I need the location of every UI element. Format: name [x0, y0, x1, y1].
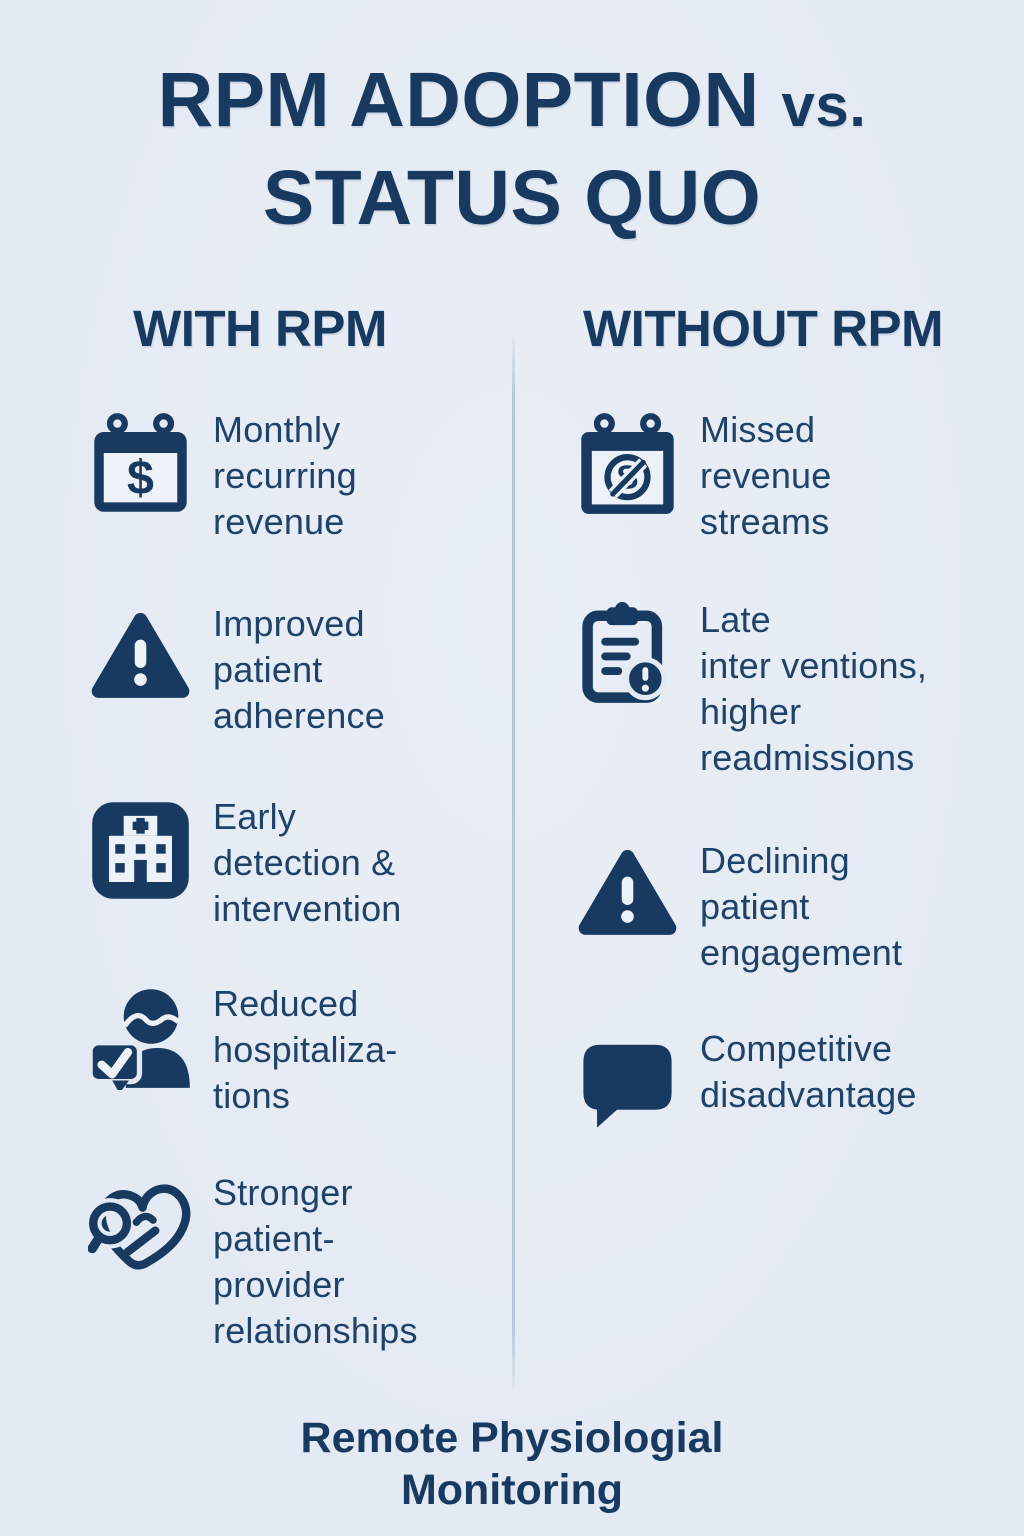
person-check-icon: [88, 985, 193, 1090]
item-label: Improved patient adherence: [213, 603, 385, 736]
warning-triangle-icon: [88, 605, 193, 710]
chat-bubble-icon: [575, 1030, 680, 1135]
heart-search-icon: [88, 1174, 193, 1279]
list-item-early-detection: Early detection & intervention: [88, 794, 402, 932]
item-label: Early detection & intervention: [213, 796, 402, 929]
column-header-without-rpm: WITHOUT RPM: [583, 300, 943, 357]
column-header-with-rpm: WITH RPM: [133, 300, 387, 357]
list-item-reduced-hospitalizations: Reduced hospitaliza- tions: [88, 981, 398, 1119]
calendar-no-dollar-icon: S: [575, 411, 680, 516]
item-label: Missed revenue streams: [700, 409, 832, 542]
hospital-icon: [88, 798, 193, 903]
title-line-1: RPM ADOPTION vs.: [157, 57, 867, 143]
title-line-2: STATUS QUO: [262, 155, 762, 241]
list-item-patient-provider-relationships: Stronger patient- provider relationships: [88, 1170, 418, 1354]
item-label: Late inter ventions, higher readmissions: [700, 599, 928, 778]
column-divider: [512, 336, 515, 1388]
list-item-competitive-disadvantage: Competitive disadvantage: [575, 1026, 917, 1135]
clipboard-alert-icon: [575, 601, 680, 706]
item-label: Reduced hospitaliza- tions: [213, 983, 398, 1116]
item-label: Monthly recurring revenue: [213, 409, 357, 542]
title-vs: vs.: [781, 72, 867, 139]
calendar-dollar-icon: $: [88, 411, 193, 516]
item-label: Competitive disadvantage: [700, 1028, 917, 1115]
item-label: Stronger patient- provider relationships: [213, 1172, 418, 1351]
list-item-late-interventions: Late inter ventions, higher readmissions: [575, 597, 927, 781]
svg-text:$: $: [127, 451, 154, 505]
page-title: RPM ADOPTION vs. STATUS QUO: [0, 54, 1024, 244]
item-label: Declining patient engagement: [700, 840, 903, 973]
list-item-missed-revenue: S Missed revenue streams: [575, 407, 832, 545]
list-item-monthly-recurring-revenue: $ Monthly recurring revenue: [88, 407, 357, 545]
list-item-declining-engagement: Declining patient engagement: [575, 838, 902, 976]
list-item-improved-adherence: Improved patient adherence: [88, 601, 385, 739]
warning-triangle-icon: [575, 842, 680, 947]
footer-caption: Remote Physiologial Monitoring: [300, 1414, 724, 1514]
